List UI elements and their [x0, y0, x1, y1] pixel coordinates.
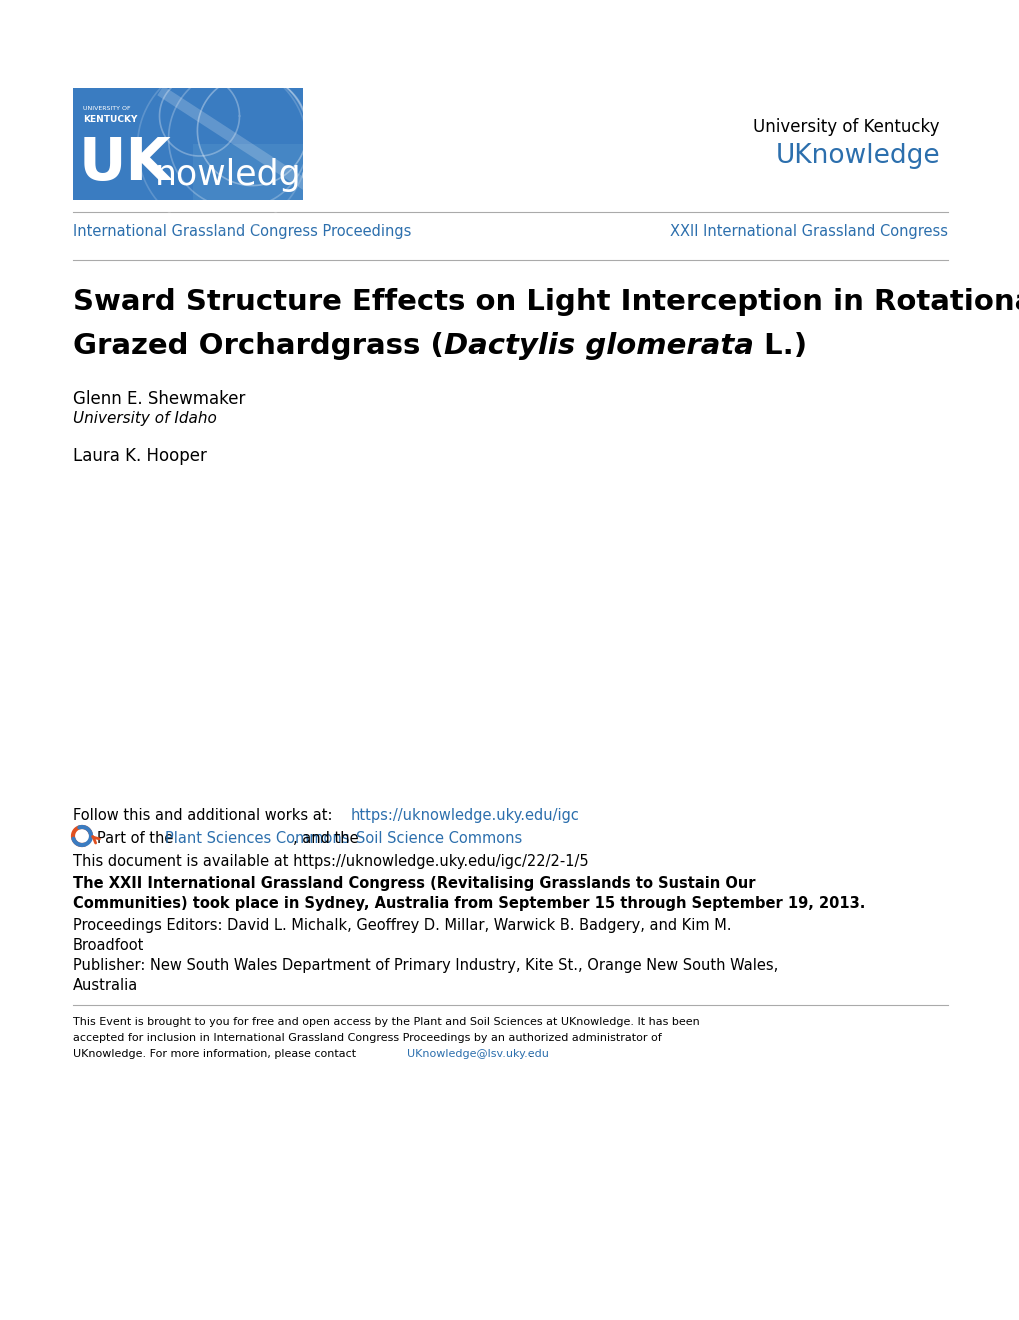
Text: University of Kentucky: University of Kentucky: [753, 117, 940, 136]
Text: KENTUCKY: KENTUCKY: [83, 115, 138, 124]
Text: Dactylis glomerata: Dactylis glomerata: [443, 333, 753, 360]
Text: XXII International Grassland Congress: XXII International Grassland Congress: [669, 224, 947, 239]
Text: Broadfoot: Broadfoot: [73, 939, 145, 953]
Text: Communities) took place in Sydney, Australia from September 15 through September: Communities) took place in Sydney, Austr…: [73, 896, 864, 911]
Text: Plant Sciences Commons: Plant Sciences Commons: [165, 832, 350, 846]
Text: Grazed Orchardgrass (: Grazed Orchardgrass (: [73, 333, 443, 360]
FancyBboxPatch shape: [73, 88, 303, 201]
Text: nowledge: nowledge: [155, 158, 323, 191]
Text: accepted for inclusion in International Grassland Congress Proceedings by an aut: accepted for inclusion in International …: [73, 1034, 661, 1043]
Text: Proceedings Editors: David L. Michalk, Geoffrey D. Millar, Warwick B. Badgery, a: Proceedings Editors: David L. Michalk, G…: [73, 917, 731, 933]
Text: L.): L.): [753, 333, 806, 360]
Text: International Grassland Congress Proceedings: International Grassland Congress Proceed…: [73, 224, 411, 239]
Text: UNIVERSITY OF: UNIVERSITY OF: [83, 106, 130, 111]
Text: This document is available at https://uknowledge.uky.edu/igc/22/2-1/5: This document is available at https://uk…: [73, 854, 588, 869]
Text: Publisher: New South Wales Department of Primary Industry, Kite St., Orange New : Publisher: New South Wales Department of…: [73, 958, 777, 973]
Text: , and the: , and the: [292, 832, 363, 846]
Text: .: .: [529, 1049, 532, 1059]
Text: University of Idaho: University of Idaho: [73, 411, 217, 426]
Text: Laura K. Hooper: Laura K. Hooper: [73, 447, 207, 465]
Text: Soil Science Commons: Soil Science Commons: [356, 832, 522, 846]
Text: This Event is brought to you for free and open access by the Plant and Soil Scie: This Event is brought to you for free an…: [73, 1016, 699, 1027]
Text: The XXII International Grassland Congress (Revitalising Grasslands to Sustain Ou: The XXII International Grassland Congres…: [73, 876, 755, 891]
FancyBboxPatch shape: [193, 144, 303, 201]
Text: UKnowledge: UKnowledge: [774, 143, 940, 169]
Text: Australia: Australia: [73, 978, 139, 993]
Text: UK: UK: [78, 135, 171, 191]
Text: Glenn E. Shewmaker: Glenn E. Shewmaker: [73, 389, 246, 408]
Text: https://uknowledge.uky.edu/igc: https://uknowledge.uky.edu/igc: [351, 808, 580, 822]
Text: Part of the: Part of the: [97, 832, 178, 846]
Text: UKnowledge@lsv.uky.edu: UKnowledge@lsv.uky.edu: [407, 1049, 548, 1059]
Text: Follow this and additional works at:: Follow this and additional works at:: [73, 808, 337, 822]
Text: UKnowledge. For more information, please contact: UKnowledge. For more information, please…: [73, 1049, 360, 1059]
Text: Sward Structure Effects on Light Interception in Rotationally-: Sward Structure Effects on Light Interce…: [73, 288, 1019, 315]
